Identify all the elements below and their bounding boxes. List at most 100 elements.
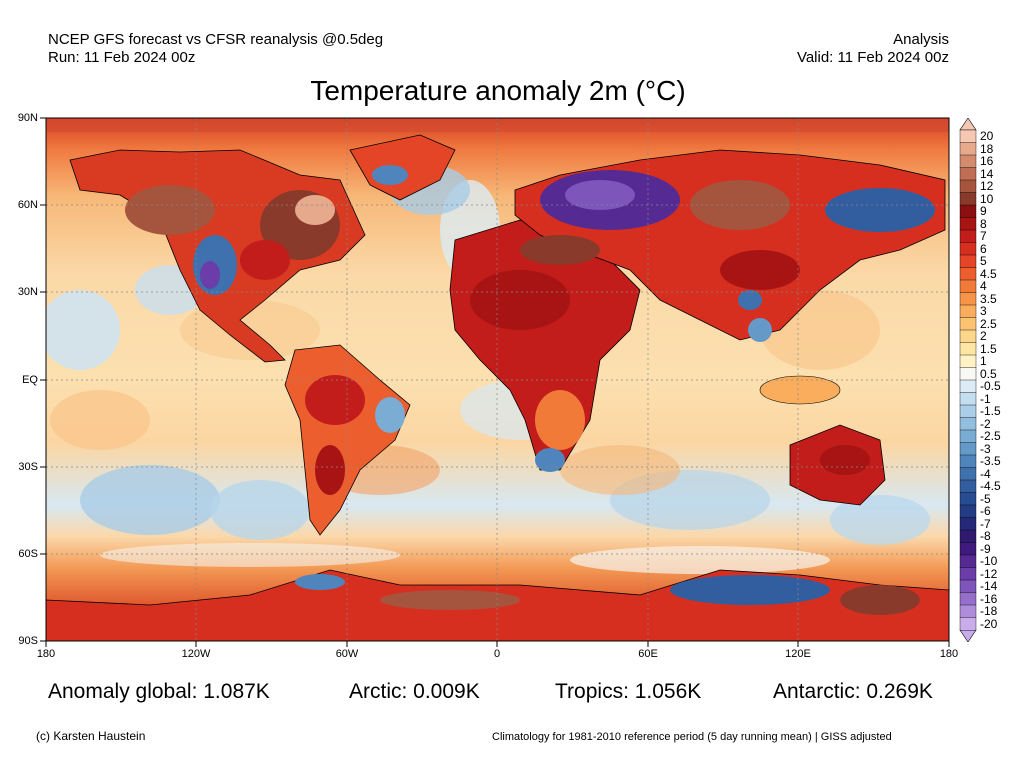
- colorbar-label: -18: [980, 604, 998, 618]
- colorbar-swatch: [959, 279, 977, 293]
- colorbar-swatch: [959, 292, 977, 306]
- colorbar-swatch: [959, 267, 977, 281]
- colorbar-label: 5: [980, 254, 987, 268]
- lon-label-60e: 60E: [638, 648, 658, 660]
- colorbar-label: -14: [980, 579, 998, 593]
- colorbar-swatch: [959, 504, 977, 518]
- colorbar-swatch: [959, 479, 977, 493]
- colorbar-swatches: [959, 118, 977, 642]
- colorbar-label: 20: [980, 129, 994, 143]
- lon-label-180e: 180: [939, 648, 959, 660]
- stat-tropics: Tropics: 1.056K: [555, 680, 702, 703]
- colorbar-swatch: [959, 342, 977, 356]
- colorbar-swatch: [959, 367, 977, 381]
- colorbar-swatch: [959, 229, 977, 243]
- colorbar-swatch: [959, 379, 977, 393]
- lat-label-60n: 60N: [17, 199, 38, 211]
- colorbar-swatch: [959, 404, 977, 418]
- colorbar-label: -6: [980, 504, 991, 518]
- lat-label-60s: 60S: [18, 548, 38, 560]
- colorbar-label: 9: [980, 204, 987, 218]
- colorbar-swatch: [959, 179, 977, 193]
- lon-label-120e: 120E: [785, 648, 811, 660]
- climatology-note: Climatology for 1981-2010 reference peri…: [492, 731, 892, 743]
- lat-label-90s: 90S: [18, 635, 38, 647]
- header-valid-line: Valid: 11 Feb 2024 00z: [796, 49, 949, 66]
- colorbar-swatch: [959, 567, 977, 581]
- colorbar-swatch: [959, 329, 977, 343]
- colorbar-swatch: [959, 442, 977, 456]
- colorbar-label: 16: [980, 154, 994, 168]
- colorbar-label: 12: [980, 179, 994, 193]
- colorbar-swatch: [959, 217, 977, 231]
- colorbar-swatch: [959, 167, 977, 181]
- colorbar-swatch: [959, 517, 977, 531]
- header-model-line: NCEP GFS forecast vs CFSR reanalysis @0.…: [48, 31, 384, 48]
- colorbar-swatch: [959, 417, 977, 431]
- stat-global: Anomaly global: 1.087K: [48, 680, 270, 703]
- colorbar-label: -7: [980, 516, 991, 531]
- colorbar-label: 4.5: [980, 266, 997, 281]
- colorbar-swatch: [959, 354, 977, 368]
- colorbar-swatch: [959, 317, 977, 331]
- colorbar-swatch: [959, 242, 977, 256]
- credit-text: (c) Karsten Haustein: [36, 729, 146, 743]
- colorbar-label: -1: [980, 391, 991, 406]
- colorbar-label: -20: [980, 616, 998, 631]
- colorbar-label: 1: [980, 354, 987, 368]
- colorbar-label: -3.5: [980, 454, 1001, 468]
- colorbar-label: -9: [980, 541, 991, 556]
- colorbar-label: 18: [980, 141, 994, 156]
- colorbar-label: 10: [980, 191, 994, 206]
- colorbar-swatch: [959, 129, 977, 143]
- colorbar-arrow-bottom: [959, 629, 977, 642]
- colorbar-label: -10: [980, 554, 998, 568]
- colorbar-label: 8: [980, 216, 987, 231]
- colorbar-swatch: [959, 154, 977, 168]
- colorbar-label: 2.5: [980, 316, 997, 331]
- colorbar-swatch: [959, 579, 977, 593]
- colorbar-label: -4.5: [980, 479, 1001, 493]
- colorbar-label: -12: [980, 566, 998, 581]
- lat-label-30n: 30N: [17, 286, 38, 298]
- colorbar-label: 2: [980, 329, 987, 343]
- lat-label-30s: 30S: [18, 461, 38, 473]
- colorbar-swatch: [959, 392, 977, 406]
- colorbar-swatch: [959, 592, 977, 606]
- colorbar-swatch: [959, 467, 977, 481]
- colorbar-label: 7: [980, 229, 987, 243]
- colorbar-label: 4: [980, 279, 987, 293]
- colorbar-label: -2: [980, 416, 991, 431]
- colorbar-swatch: [959, 142, 977, 156]
- colorbar-label: 3: [980, 304, 987, 318]
- colorbar-swatch: [959, 429, 977, 443]
- lon-label-0: 0: [493, 648, 501, 660]
- graticule: [46, 118, 949, 641]
- colorbar-swatch: [959, 604, 977, 618]
- colorbar-label: 1.5: [980, 341, 997, 356]
- colorbar: [959, 118, 977, 642]
- colorbar-label: -0.5: [980, 379, 1001, 393]
- colorbar-swatch: [959, 492, 977, 506]
- map-title: Temperature anomaly 2m (°C): [310, 75, 686, 106]
- colorbar-swatch: [959, 192, 977, 206]
- stat-arctic: Arctic: 0.009K: [349, 680, 480, 703]
- colorbar-label: -3: [980, 441, 991, 456]
- colorbar-label: 3.5: [980, 291, 997, 306]
- colorbar-swatch: [959, 529, 977, 543]
- colorbar-swatch: [959, 554, 977, 568]
- colorbar-label: 6: [980, 241, 987, 256]
- lon-label-180w: 180: [36, 648, 56, 660]
- colorbar-label: -4: [980, 466, 991, 481]
- lon-label-120w: 120W: [181, 648, 211, 660]
- colorbar-label: -16: [980, 591, 998, 606]
- stat-antarctic: Antarctic: 0.269K: [773, 680, 933, 703]
- colorbar-swatch: [959, 617, 977, 631]
- colorbar-label: 14: [980, 166, 994, 181]
- colorbar-swatch: [959, 542, 977, 556]
- colorbar-arrow-top: [959, 118, 977, 131]
- colorbar-swatch: [959, 204, 977, 218]
- colorbar-swatch: [959, 454, 977, 468]
- lat-label-90n: 90N: [17, 112, 38, 124]
